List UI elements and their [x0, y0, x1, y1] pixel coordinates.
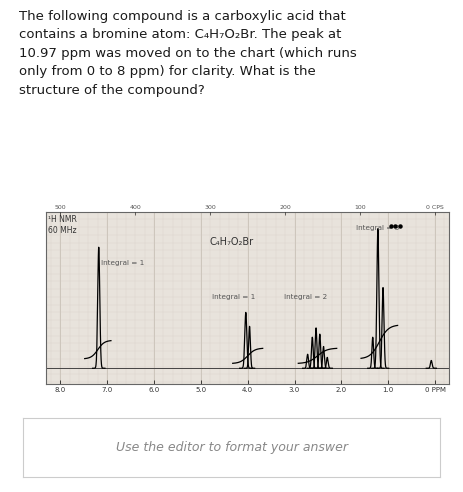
- Text: Integral = 3: Integral = 3: [356, 225, 399, 231]
- Text: Integral = 2: Integral = 2: [284, 294, 328, 300]
- Text: Integral = 1: Integral = 1: [212, 294, 255, 300]
- Text: C₄H₇O₂Br: C₄H₇O₂Br: [210, 237, 254, 247]
- Text: ¹H NMR
60 MHz: ¹H NMR 60 MHz: [48, 215, 77, 235]
- Text: Integral = 1: Integral = 1: [101, 260, 144, 266]
- Text: The following compound is a carboxylic acid that
contains a bromine atom: C₄H₇O₂: The following compound is a carboxylic a…: [19, 10, 356, 97]
- Text: Use the editor to format your answer: Use the editor to format your answer: [115, 441, 348, 454]
